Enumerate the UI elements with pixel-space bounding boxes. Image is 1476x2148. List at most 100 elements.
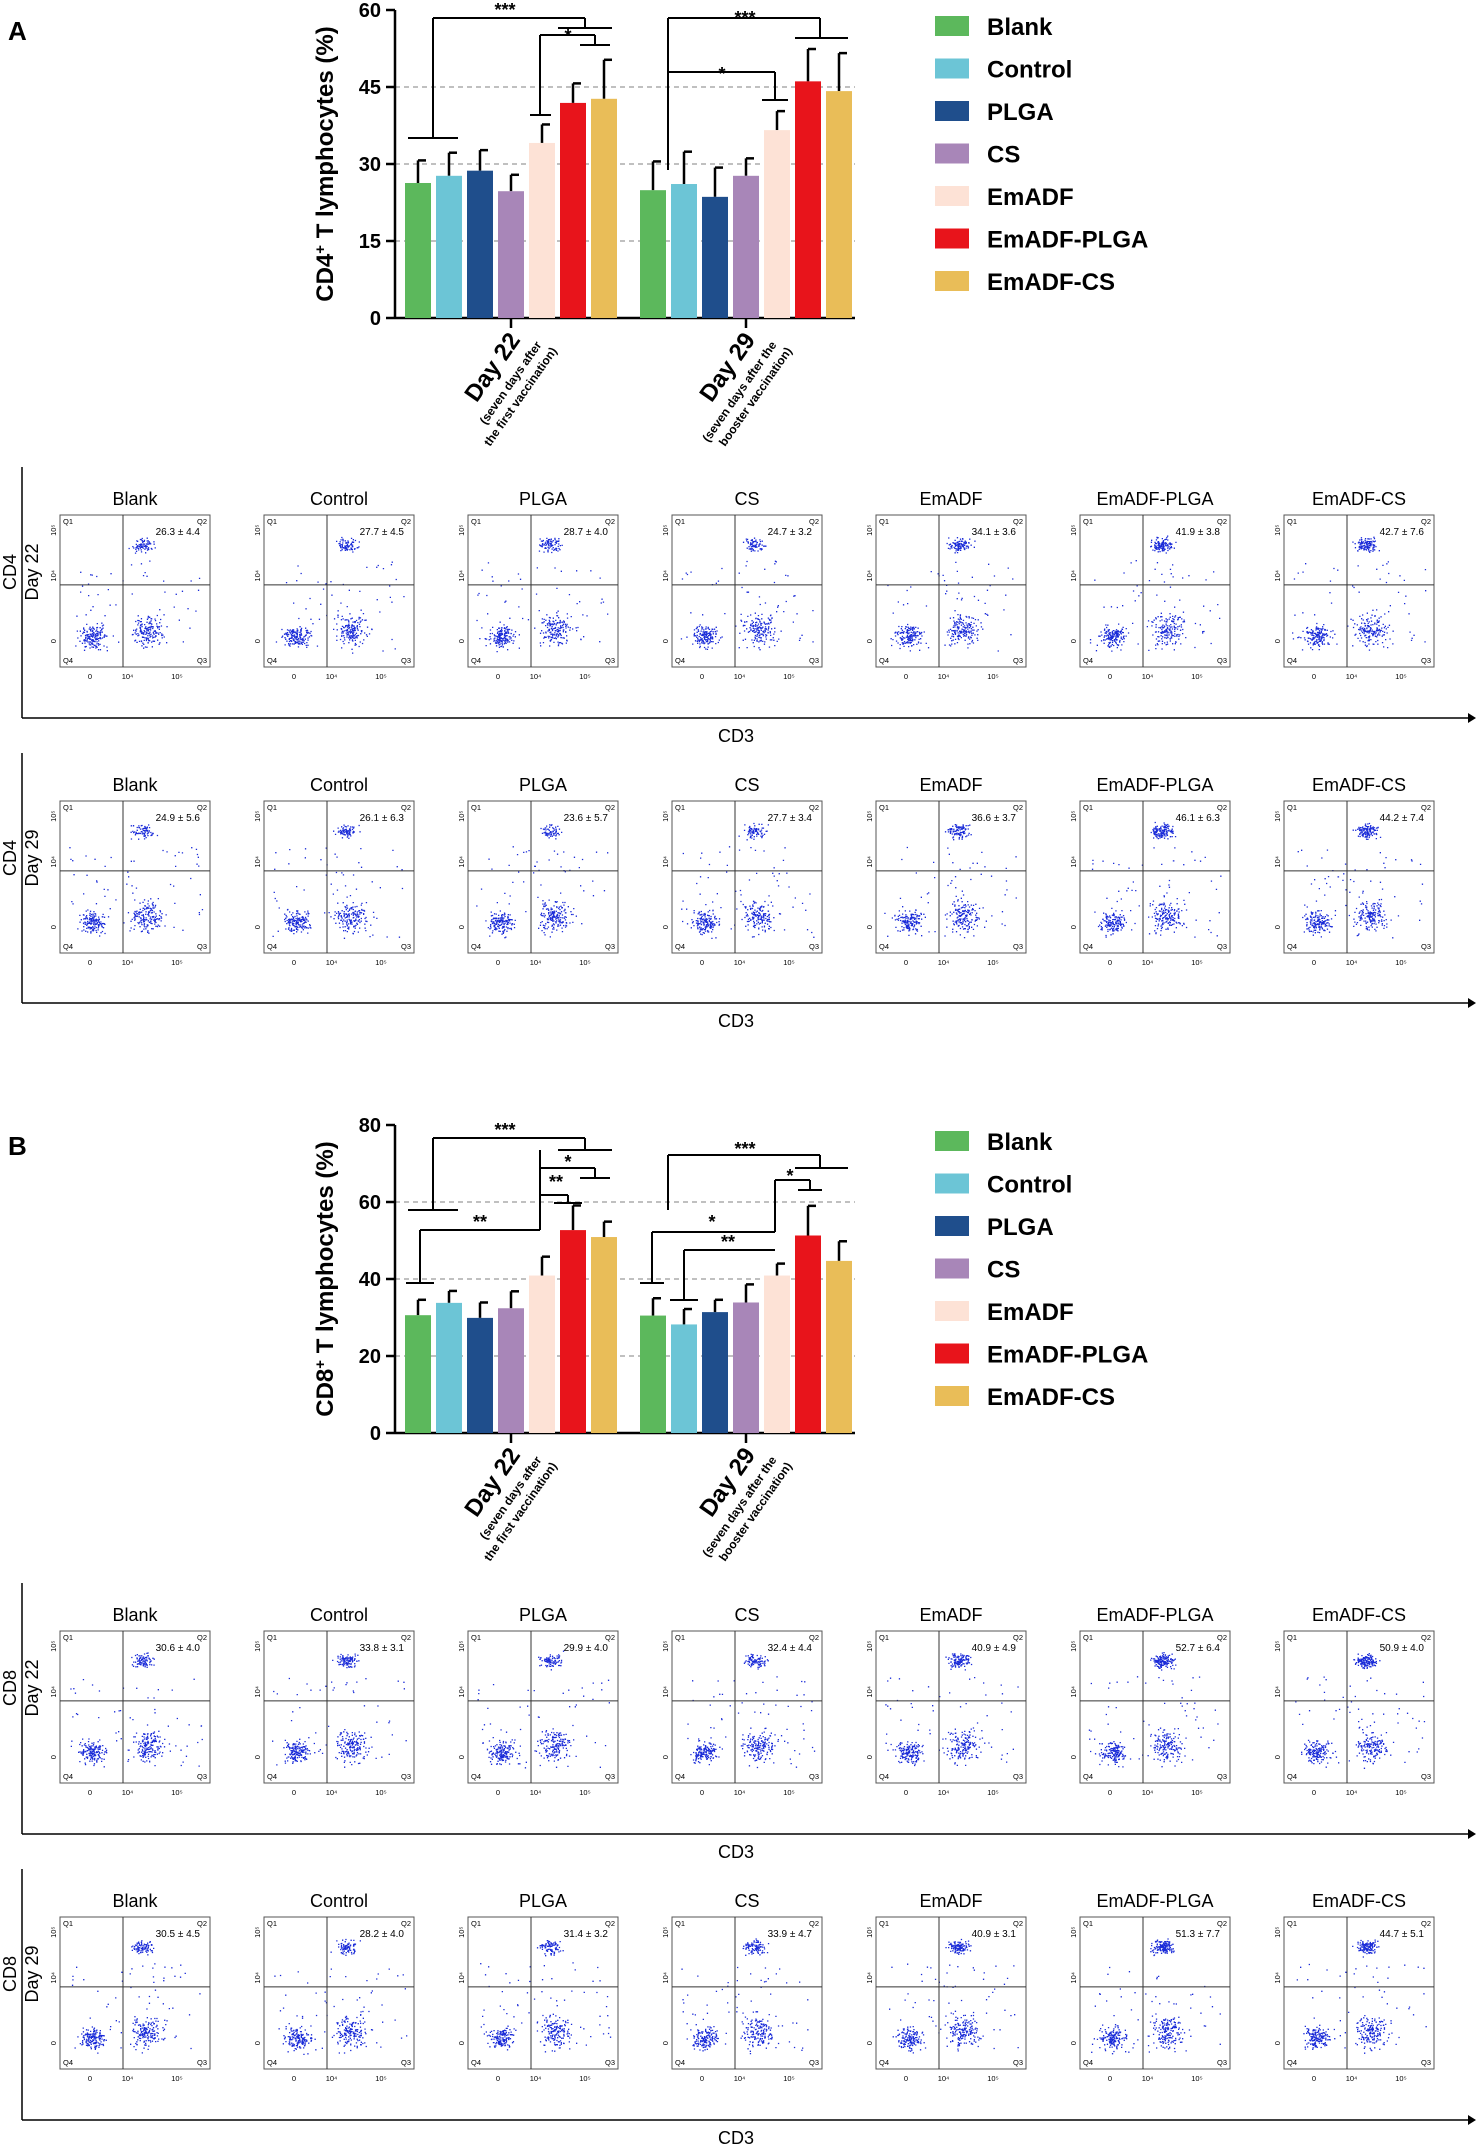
quadrant-label: Q2	[197, 1919, 207, 1928]
flow-plot-title: EmADF	[920, 1891, 983, 1911]
quadrant-label: Q1	[471, 517, 481, 526]
quadrant-label: Q1	[1287, 1919, 1297, 1928]
flow-y-tick: 0	[457, 925, 466, 929]
flow-y-tick-label: 10⁴	[865, 856, 874, 868]
quadrant-label: Q4	[1083, 1772, 1093, 1781]
flow-plot-frame	[875, 514, 1027, 668]
flow-y-tick: 0	[49, 925, 58, 929]
flow-plot-cs: CS Q1 Q2 Q3 Q4 33.9 ± 4.7 0 10⁴ 10⁵ 0 10⁴ 10⁵	[661, 1891, 823, 2083]
flow-y-tick-label: 10⁵	[253, 1640, 262, 1651]
quadrant-label: Q1	[471, 1633, 481, 1642]
flow-x-tick: 0	[1312, 2074, 1316, 2083]
y-tick-label: 40	[359, 1269, 381, 1291]
flow-plot-frame	[1079, 514, 1231, 668]
quadrant-label: Q1	[879, 517, 889, 526]
bar-emadf	[529, 1275, 555, 1433]
flow-y-tick-label: 10⁴	[457, 1686, 466, 1698]
flow-y-tick-label: 10⁵	[661, 524, 670, 535]
flow-x-tick: 0	[88, 2074, 92, 2083]
flow-y-tick: 10⁵	[457, 1640, 466, 1651]
flow-y-tick-label: 0	[661, 2041, 670, 2045]
quadrant-label: Q3	[1013, 1772, 1023, 1781]
flow-y-tick: 10⁵	[49, 1926, 58, 1937]
bar-emadf-plga	[795, 1235, 821, 1433]
quadrant-label: Q2	[809, 517, 819, 526]
flow-y-tick: 10⁵	[1069, 1640, 1078, 1651]
flow-x-tick: 10⁵	[1191, 2074, 1202, 2083]
flow-x-tick: 10⁵	[1395, 672, 1406, 681]
quadrant-label: Q3	[1013, 2058, 1023, 2067]
flow-y-tick-label: 10⁵	[457, 1640, 466, 1651]
quadrant-label: Q3	[809, 656, 819, 665]
bar-emadf-cs	[591, 98, 617, 318]
flow-plot-blank: Blank Q1 Q2 Q3 Q4 26.3 ± 4.4 0 10⁴ 10⁵ 0 10⁴ 10⁵	[49, 489, 211, 681]
flow-y-tick: 0	[865, 639, 874, 643]
flow-y-tick-label: 10⁵	[1069, 810, 1078, 821]
flow-y-tick: 0	[1273, 925, 1282, 929]
flow-x-tick: 10⁵	[1191, 958, 1202, 967]
quadrant-percentage: 23.6 ± 5.7	[564, 813, 609, 824]
flow-plot-emadf-cs: EmADF-CS Q1 Q2 Q3 Q4 50.9 ± 4.0 0 10⁴ 10⁵ 0 10⁴ 10⁵	[1273, 1605, 1435, 1797]
quadrant-label: Q4	[63, 942, 73, 951]
flow-y-tick-label: 0	[661, 639, 670, 643]
flow-plot-frame	[467, 800, 619, 954]
flow-y-tick-label: 10⁵	[49, 524, 58, 535]
legend-swatch-blank	[935, 1131, 969, 1151]
quadrant-label: Q2	[605, 1919, 615, 1928]
flow-day-label: Day 29	[22, 1945, 42, 2002]
significance-label: ***	[494, 1120, 515, 1140]
flow-plot-plga: PLGA Q1 Q2 Q3 Q4 29.9 ± 4.0 0 10⁴ 10⁵ 0 10⁴ 10⁵	[457, 1605, 619, 1797]
quadrant-label: Q2	[809, 1919, 819, 1928]
flow-y-tick: 10⁴	[253, 856, 262, 868]
flow-plot-cs: CS Q1 Q2 Q3 Q4 24.7 ± 3.2 0 10⁴ 10⁵ 0 10⁴ 10⁵	[661, 489, 823, 681]
flow-x-tick: 0	[88, 672, 92, 681]
flow-scatter-dots	[681, 822, 815, 940]
quadrant-label: Q1	[1083, 803, 1093, 812]
quadrant-label: Q3	[197, 942, 207, 951]
flow-marker-label: CD8	[0, 1956, 20, 1992]
flow-x-arrow	[1468, 998, 1476, 1008]
bar-emadf-cs	[591, 1237, 617, 1433]
quadrant-label: Q4	[1083, 2058, 1093, 2067]
flow-y-tick: 0	[661, 639, 670, 643]
quadrant-label: Q3	[1217, 942, 1227, 951]
quadrant-label: Q4	[879, 1772, 889, 1781]
quadrant-label: Q1	[471, 803, 481, 812]
quadrant-label: Q2	[1421, 517, 1431, 526]
flow-y-tick-label: 0	[865, 2041, 874, 2045]
legend-label: EmADF	[987, 1299, 1074, 1326]
flow-scatter-dots	[1297, 822, 1424, 939]
quadrant-label: Q2	[1217, 1633, 1227, 1642]
flow-x-tick: 0	[700, 1788, 704, 1797]
flow-x-tick: 10⁴	[530, 2074, 542, 2083]
flow-x-tick: 10⁴	[1346, 2074, 1358, 2083]
quadrant-label: Q4	[879, 656, 889, 665]
quadrant-percentage: 24.9 ± 5.6	[156, 813, 201, 824]
quadrant-label: Q3	[809, 2058, 819, 2067]
quadrant-percentage: 30.5 ± 4.5	[156, 1929, 201, 1940]
flow-x-tick: 10⁴	[326, 672, 338, 681]
flow-marker-label: CD4	[0, 554, 20, 590]
flow-x-tick: 10⁵	[375, 958, 386, 967]
quadrant-label: Q1	[879, 1919, 889, 1928]
flow-x-tick: 0	[904, 672, 908, 681]
flow-y-tick: 10⁵	[661, 810, 670, 821]
flow-y-tick: 10⁵	[865, 810, 874, 821]
flow-x-tick: 10⁴	[326, 958, 338, 967]
flow-x-tick: 0	[496, 672, 500, 681]
flow-y-tick: 10⁵	[1273, 1926, 1282, 1937]
quadrant-label: Q4	[63, 2058, 73, 2067]
flow-plot-title: EmADF-PLGA	[1096, 489, 1213, 509]
flow-x-tick: 10⁵	[375, 672, 386, 681]
flow-y-tick: 10⁵	[1273, 1640, 1282, 1651]
quadrant-label: Q4	[267, 2058, 277, 2067]
quadrant-label: Q3	[197, 656, 207, 665]
flow-y-tick-label: 10⁵	[1273, 810, 1282, 821]
flow-x-tick: 0	[904, 1788, 908, 1797]
flow-row-label: CD4 Day 22	[0, 543, 42, 600]
flow-y-tick-label: 10⁴	[865, 1686, 874, 1698]
flow-x-tick: 10⁴	[1346, 672, 1358, 681]
